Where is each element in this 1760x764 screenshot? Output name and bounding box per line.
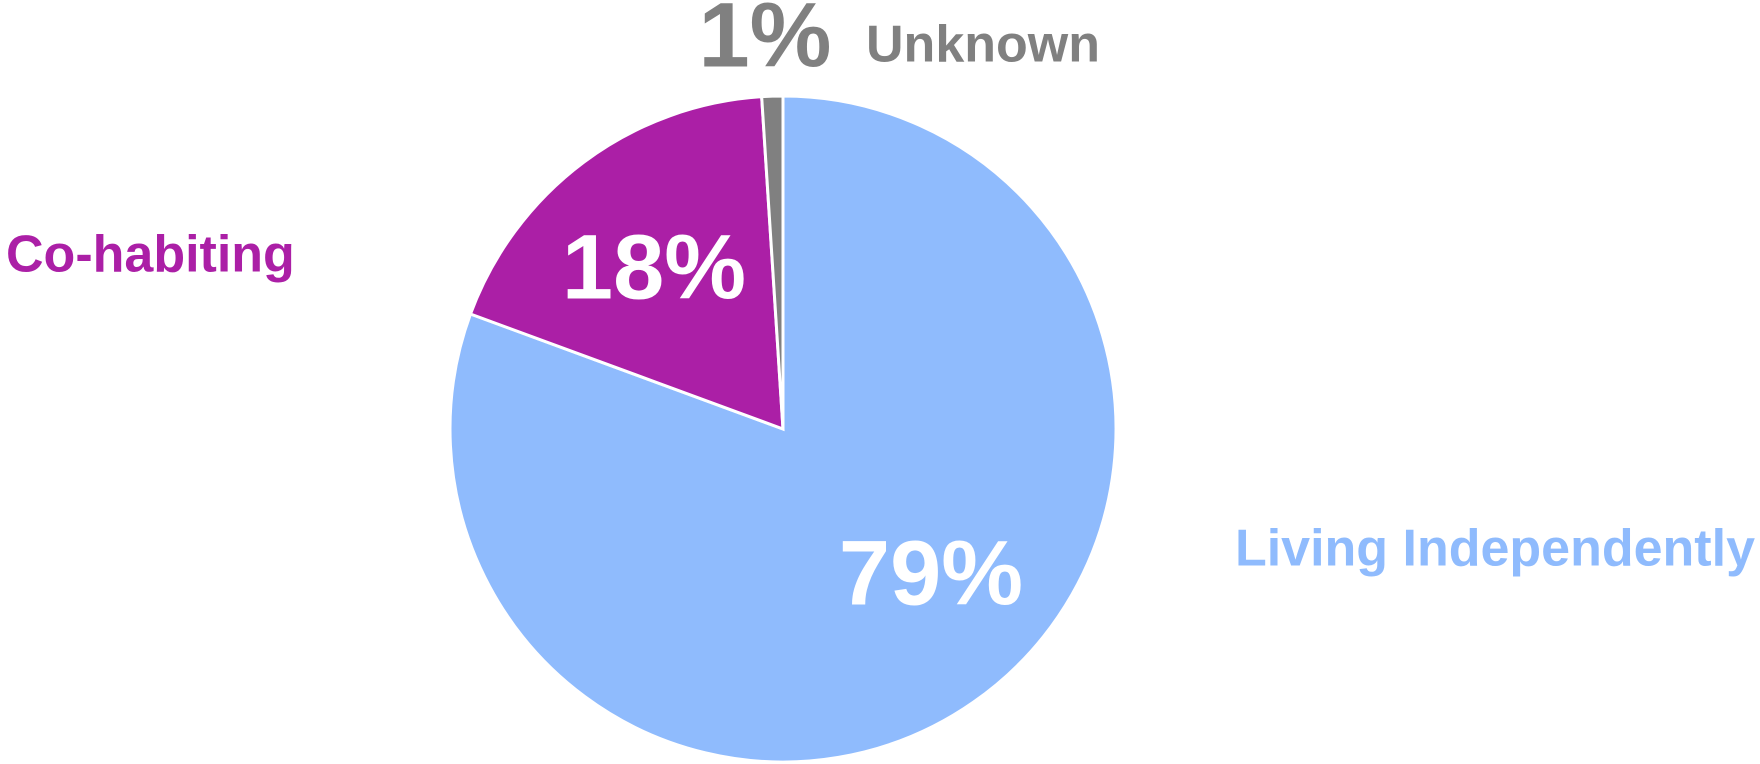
value-label: 18% — [562, 216, 746, 318]
value-label: 79% — [839, 522, 1023, 624]
value-label: 1% — [699, 0, 832, 86]
pie-slice — [760, 94, 785, 430]
category-label: Co-habiting — [6, 226, 295, 284]
category-label: Living Independently — [1235, 520, 1755, 578]
pie-slice — [468, 95, 785, 432]
category-label: Unknown — [866, 16, 1100, 74]
